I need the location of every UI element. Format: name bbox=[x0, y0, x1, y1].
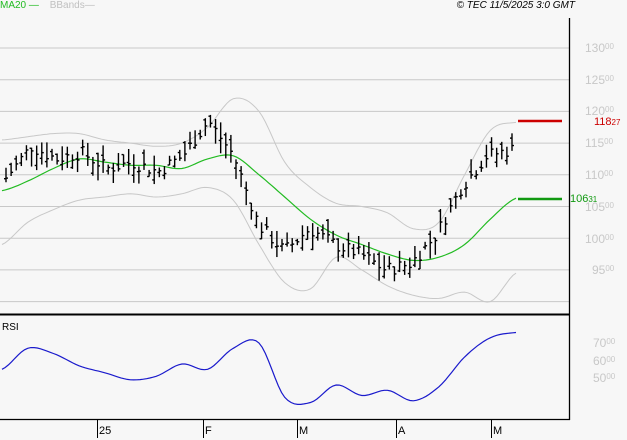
price-axis-label: 11500 bbox=[585, 136, 614, 150]
price-axis-label: 12500 bbox=[585, 73, 614, 87]
x-axis-label: A bbox=[398, 425, 406, 437]
upper-band-value-label: 11827 bbox=[594, 116, 621, 128]
price-axis-label: 9500 bbox=[592, 263, 615, 277]
legend-ma20[interactable]: MA20 — bbox=[0, 0, 39, 11]
rsi-panel-title: RSI bbox=[2, 322, 19, 333]
rsi-axis-label: 5000 bbox=[593, 371, 616, 385]
rsi-axis-label: 6000 bbox=[593, 354, 616, 368]
rsi-line bbox=[1, 331, 517, 405]
price-axis-label: 10500 bbox=[585, 200, 614, 214]
price-axis-label: 11000 bbox=[585, 168, 614, 182]
legend-bbands[interactable]: BBands— bbox=[49, 0, 95, 11]
price-axis-label: 12000 bbox=[585, 104, 614, 118]
rsi-axis-label: 7000 bbox=[593, 336, 616, 350]
x-axis-label: F bbox=[205, 425, 212, 437]
price-axis-label: 13000 bbox=[585, 41, 614, 55]
copyright-timestamp: © TEC 11/5/2025 3:0 GMT bbox=[456, 0, 575, 11]
x-axis-label: M bbox=[493, 425, 503, 437]
x-axis-ticks bbox=[97, 420, 492, 438]
price-axis-label: 10000 bbox=[585, 232, 614, 246]
x-axis-label: 25 bbox=[99, 425, 112, 437]
ohlc-bars bbox=[4, 114, 514, 282]
chart-legend: MA20 — BBands— bbox=[0, 0, 95, 12]
ma20-value-label: 10631 bbox=[570, 193, 598, 205]
price-gridlines bbox=[0, 47, 569, 303]
bollinger-lower-band bbox=[1, 186, 517, 303]
bollinger-upper-band bbox=[1, 97, 517, 231]
x-axis-label: M bbox=[299, 425, 309, 437]
